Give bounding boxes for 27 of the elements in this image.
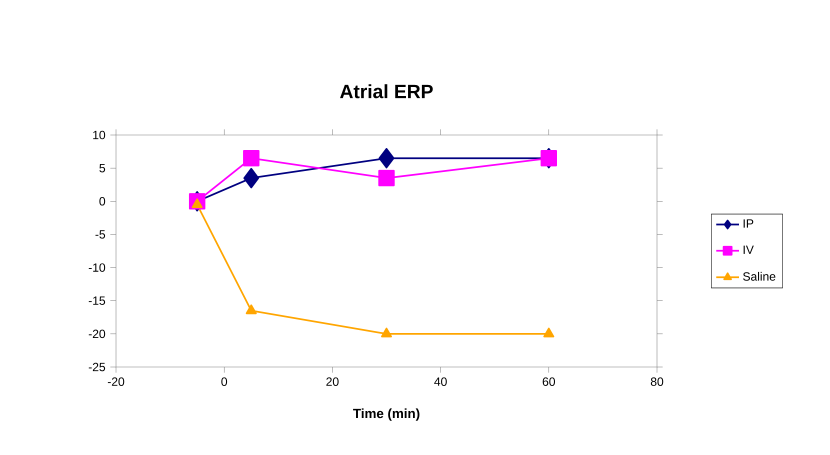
x-tick-label: 40 bbox=[434, 377, 447, 386]
y-tick-label: 5 bbox=[99, 164, 106, 172]
point bbox=[192, 198, 203, 208]
point bbox=[243, 168, 260, 188]
point bbox=[381, 328, 392, 338]
point bbox=[378, 148, 394, 168]
y-tick-label: -15 bbox=[88, 296, 106, 305]
x-axis-title: Time (min) bbox=[353, 408, 420, 421]
x-tick-label: 60 bbox=[542, 377, 556, 386]
legend-label: IP bbox=[744, 219, 754, 228]
point bbox=[246, 304, 257, 314]
x-tick-label: 80 bbox=[650, 377, 664, 386]
x-tick-label: 20 bbox=[326, 377, 339, 386]
point bbox=[243, 150, 260, 166]
y-tick-label: -5 bbox=[95, 230, 106, 239]
point bbox=[543, 328, 554, 338]
y-tick-label: -25 bbox=[88, 362, 106, 372]
point bbox=[378, 170, 395, 186]
legend-label: IV bbox=[744, 246, 754, 254]
y-tick-label: -10 bbox=[88, 263, 106, 272]
x-tick-label: 0 bbox=[221, 377, 228, 386]
chart-title: Atrial ERP bbox=[340, 84, 433, 98]
y-tick-label: 10 bbox=[93, 130, 106, 140]
x-tick-label: -20 bbox=[108, 377, 124, 386]
legend-label: Saline bbox=[743, 272, 776, 281]
y-tick-label: 0 bbox=[99, 197, 106, 206]
y-tick-label: -20 bbox=[88, 330, 106, 338]
